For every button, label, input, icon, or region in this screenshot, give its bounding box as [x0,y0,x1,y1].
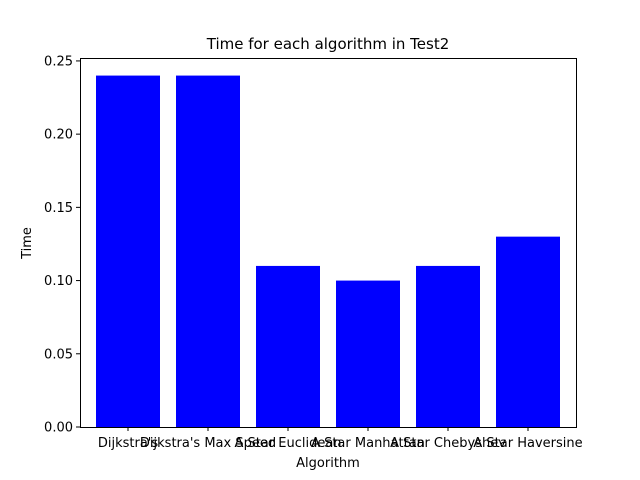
bar [416,265,480,427]
x-axis-label: Algorithm [296,456,360,471]
x-tick-label: Dijkstra's [98,436,159,451]
y-tick-label: 0.15 [44,201,73,216]
x-tick-label: A Star Manhattan [311,436,425,451]
y-axis-label: Time [20,227,35,260]
y-tick-label: 0.05 [44,347,73,362]
x-tick-label: Dijkstra's Max Speed [140,436,276,451]
bar [336,280,400,427]
bar [496,236,560,427]
plot-frame [80,58,577,428]
x-tick-label: A Star Haversine [473,436,582,451]
chart-title: Time for each algorithm in Test2 [206,35,450,53]
y-tick-label: 0.10 [44,274,73,289]
y-tick-label: 0.00 [44,421,73,436]
bar [256,265,320,427]
x-tick-label: A Star Chebyshev [390,436,506,451]
bar [96,75,160,428]
x-tick-label: A Star Euclidean [234,436,341,451]
bar [176,75,240,428]
y-tick-label: 0.20 [44,128,73,143]
y-tick-label: 0.25 [44,54,73,69]
y-axis: 0.00 0.05 0.10 0.15 0.20 0.25 [44,54,80,436]
plot-area [96,75,560,428]
